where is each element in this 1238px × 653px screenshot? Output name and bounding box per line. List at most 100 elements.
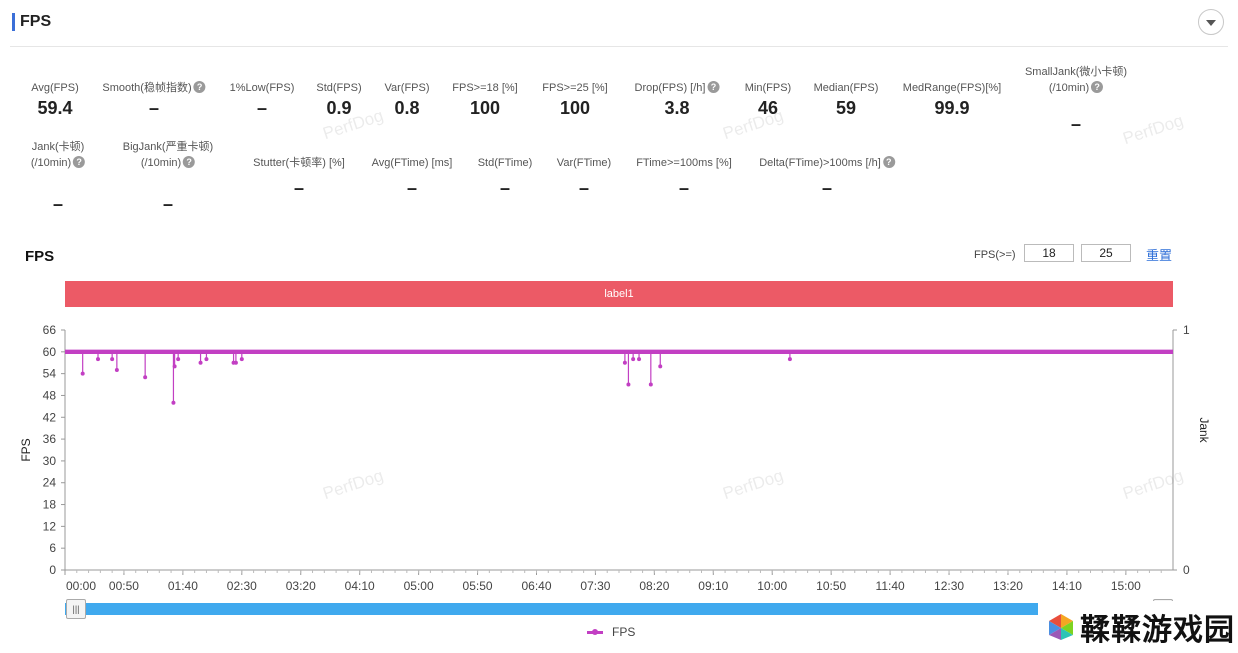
row1-metric-8: Min(FPS) 46 (745, 80, 791, 119)
metric-value: – (162, 194, 173, 214)
section-title: FPS (20, 13, 52, 30)
metric-label-unit: (/10min)? (123, 155, 213, 171)
threshold-input-1[interactable] (1024, 244, 1074, 262)
y-tick-label: 60 (43, 345, 57, 359)
fps-point (172, 364, 177, 369)
fps-point (176, 357, 181, 362)
metric-label: Avg(FPS) (31, 82, 79, 94)
threshold-label: FPS(>=) (974, 249, 1016, 261)
brand-text: 鞣鞣游戏园 (1080, 613, 1235, 648)
row2-metric-7: Delta(FTime)>100ms [/h]? – (759, 155, 895, 199)
reset-button[interactable]: 重置 (1146, 248, 1173, 263)
metric-value: 0.9 (326, 98, 352, 118)
row1-metric-2: 1%Low(FPS) – (230, 80, 295, 119)
fps-point (171, 400, 176, 405)
y-tick-label: 12 (43, 519, 57, 533)
metric-value: 99.9 (934, 98, 970, 118)
fps-point (96, 357, 101, 362)
x-tick-label: 10:50 (816, 579, 846, 593)
metric-value: – (148, 98, 159, 118)
y2-tick-label: 1 (1183, 323, 1190, 337)
help-icon[interactable]: ? (73, 156, 86, 168)
fps-point (631, 357, 636, 362)
row1-metric-7: Drop(FPS) [/h]? 3.8 (635, 80, 720, 119)
metric-label: SmallJank(微小卡顿) (1024, 66, 1128, 78)
metric-label: FTime>=100ms [%] (636, 157, 732, 169)
brand-watermark: 鞣鞣游戏园 (1038, 601, 1238, 653)
fps-series-band (65, 349, 1173, 354)
metric-value: 46 (757, 98, 779, 118)
fps-point (233, 360, 238, 365)
y-tick-label: 66 (43, 323, 57, 337)
fps-point (143, 375, 148, 380)
metric-label: Var(FPS) (384, 82, 430, 94)
row1-metric-9: Median(FPS) 59 (814, 80, 879, 119)
metric-label: Avg(FTime) [ms] (371, 157, 453, 169)
fps-point (787, 357, 792, 362)
metric-label: 1%Low(FPS) (229, 82, 295, 94)
x-tick-label: 04:10 (345, 579, 375, 593)
fps-point (637, 357, 642, 362)
y-tick-label: 42 (43, 410, 57, 424)
help-icon[interactable]: ? (193, 81, 206, 93)
metric-label: Std(FPS) (316, 82, 362, 94)
y-tick-label: 30 (43, 454, 57, 468)
fps-point (110, 357, 115, 362)
metric-label-unit: (/10min)? (1025, 80, 1127, 96)
title-accent-bar (12, 13, 15, 31)
chevron-down-icon (1206, 20, 1216, 26)
metric-label: FPS>=25 [%] (542, 82, 608, 94)
row2-metric-6: FTime>=100ms [%] – (636, 155, 732, 199)
legend-label: FPS (612, 625, 636, 639)
fps-point (239, 357, 244, 362)
x-tick-label: 15:00 (1111, 579, 1141, 593)
collapse-button[interactable] (1198, 9, 1224, 35)
x-tick-label: 14:10 (1052, 579, 1082, 593)
metric-value: – (406, 178, 418, 198)
legend-swatch (587, 628, 603, 635)
metric-value: – (678, 178, 690, 198)
metric-value: 100 (469, 98, 501, 118)
row2-metric-5: Var(FTime) – (557, 155, 611, 199)
section-header: FPS (10, 8, 1228, 47)
metric-value: – (52, 194, 63, 214)
row2-metric-3: Avg(FTime) [ms] – (372, 155, 453, 199)
threshold-input-2[interactable] (1081, 244, 1131, 262)
chart-legend[interactable]: FPS (587, 625, 635, 639)
x-tick-label: 06:40 (521, 579, 551, 593)
help-icon[interactable]: ? (183, 156, 196, 168)
fps-point (204, 357, 209, 362)
zoom-slider-track[interactable] (65, 603, 1173, 615)
metric-label: Min(FPS) (744, 82, 792, 94)
fps-point (658, 364, 663, 369)
row1-metric-6: FPS>=25 [%] 100 (542, 80, 607, 119)
x-tick-label: 09:10 (698, 579, 728, 593)
fps-point (622, 360, 627, 365)
metric-label: FPS>=18 [%] (452, 82, 518, 94)
x-tick-label: 05:00 (404, 579, 434, 593)
help-icon[interactable]: ? (707, 81, 720, 93)
fps-point (114, 368, 119, 372)
label-bar[interactable]: label1 (65, 281, 1173, 307)
metric-label: BigJank(严重卡顿) (122, 141, 214, 153)
x-tick-label: 02:30 (227, 579, 257, 593)
x-tick-label: 11:40 (876, 579, 905, 593)
row1-metric-11: SmallJank(微小卡顿) (/10min)? – (1025, 64, 1127, 135)
zoom-slider-handle-left[interactable]: ||| (66, 599, 86, 619)
x-tick-label: 00:50 (109, 579, 139, 593)
metric-label: Drop(FPS) [/h]? (635, 80, 720, 96)
metric-label: Delta(FTime)>100ms [/h]? (759, 155, 895, 171)
brand-logo-icon (1049, 614, 1073, 640)
metric-label: Jank(卡顿) (31, 141, 85, 153)
metric-label: Stutter(卡顿率) [%] (253, 157, 345, 169)
x-tick-label: 10:00 (757, 579, 787, 593)
x-tick-label: 08:20 (639, 579, 669, 593)
y-tick-label: 24 (43, 476, 57, 490)
y-tick-label: 18 (43, 498, 57, 512)
y-tick-label: 48 (43, 388, 57, 402)
help-icon[interactable]: ? (882, 156, 895, 168)
help-icon[interactable]: ? (1091, 81, 1104, 93)
y-axis-title: FPS (19, 438, 33, 461)
metric-label: Std(FTime) (477, 157, 533, 169)
